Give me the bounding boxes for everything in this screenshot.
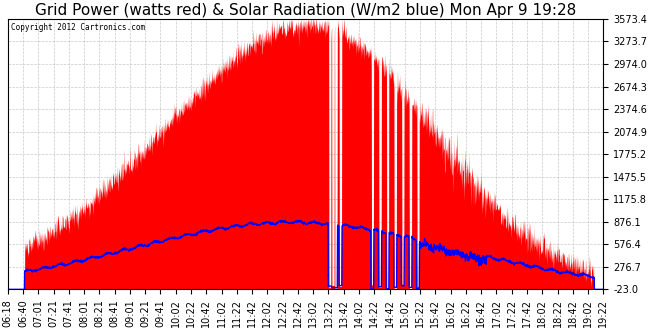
Text: Copyright 2012 Cartronics.com: Copyright 2012 Cartronics.com xyxy=(11,23,145,32)
Title: Grid Power (watts red) & Solar Radiation (W/m2 blue) Mon Apr 9 19:28: Grid Power (watts red) & Solar Radiation… xyxy=(35,3,576,18)
